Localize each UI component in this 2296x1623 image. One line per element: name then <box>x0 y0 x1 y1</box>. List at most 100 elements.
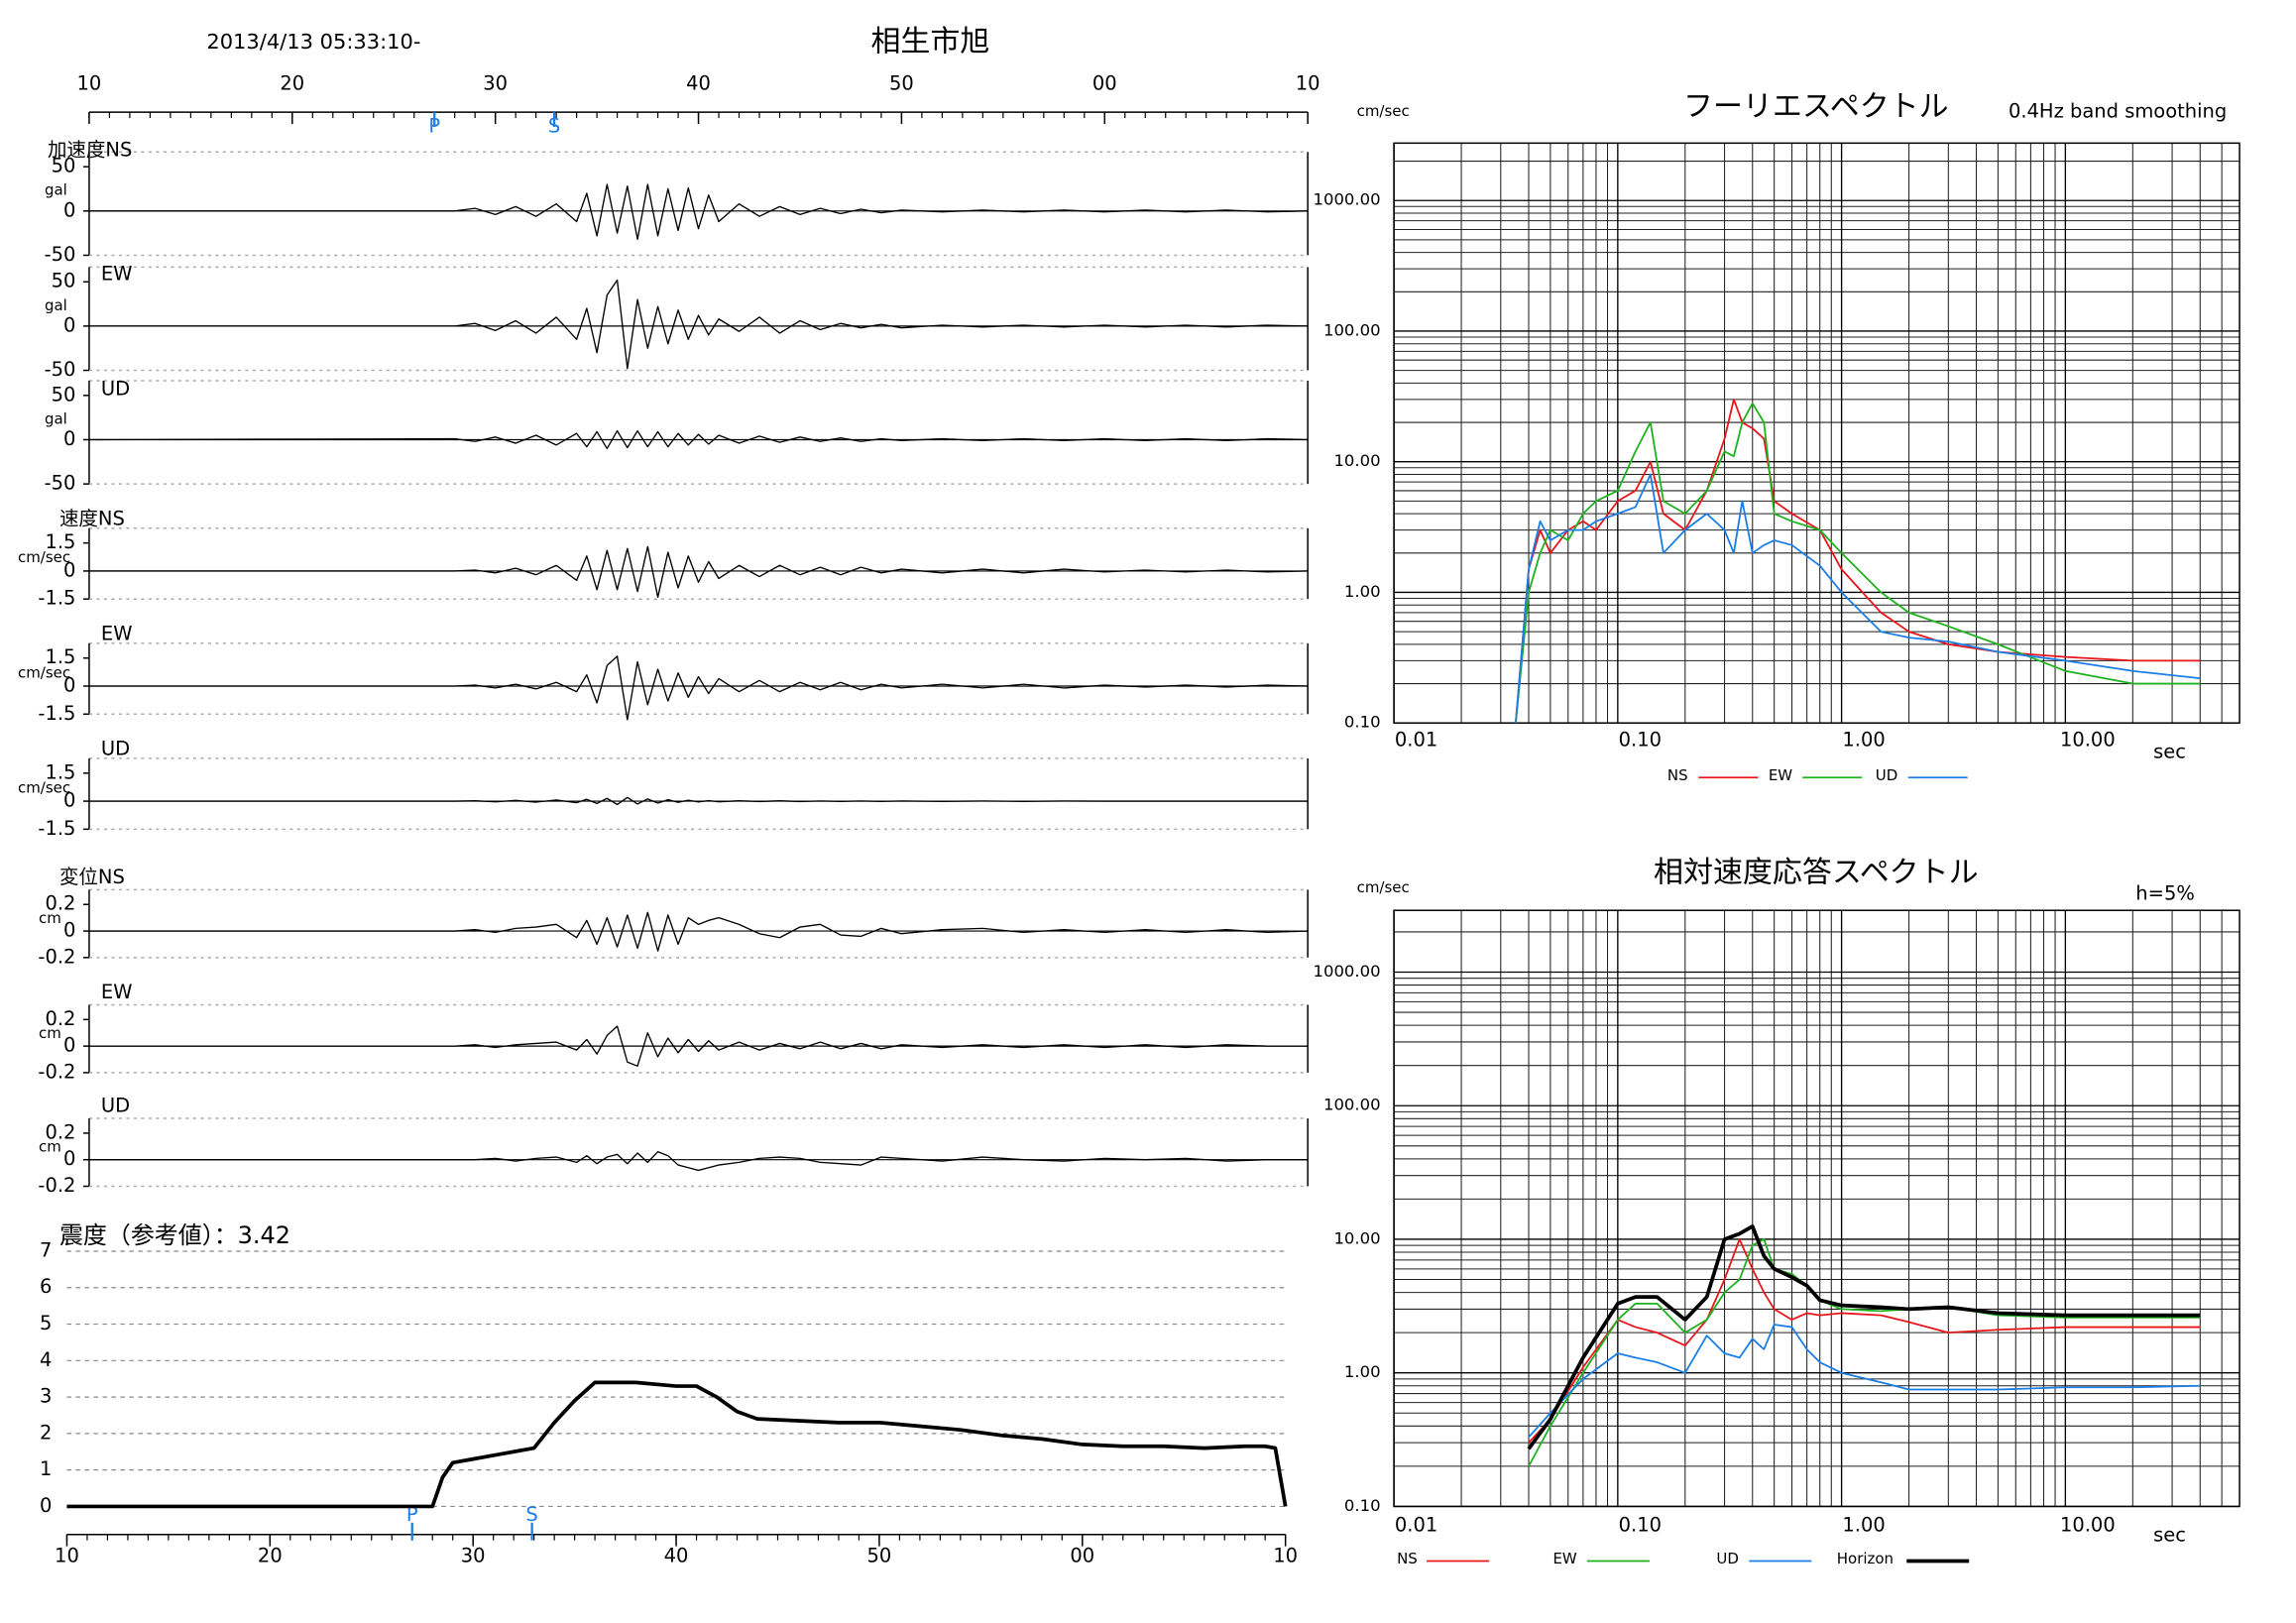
intensity-line <box>66 1380 1288 1509</box>
y-tick-label: 1.5 <box>45 530 75 553</box>
y-tick-label: 1000.00 <box>1313 190 1380 209</box>
y-tick-label: 0.2 <box>45 892 75 915</box>
y-tick-label: 0.2 <box>45 1007 75 1030</box>
y-tick-label: 0 <box>63 789 75 812</box>
y-tick-label: 2 <box>40 1421 52 1444</box>
y-tick-label: 50 <box>52 155 76 177</box>
y-tick-label: -50 <box>45 472 76 495</box>
y-tick-label: 0 <box>63 674 75 697</box>
unit-label: cm/sec <box>18 548 70 566</box>
plot-frame <box>1393 909 2240 1508</box>
y-tick-label: 5 <box>40 1312 52 1334</box>
y-tick-label: 50 <box>52 270 76 292</box>
spectrum-line <box>1515 473 2201 724</box>
waveform <box>88 183 1309 241</box>
spectrum-line <box>1515 402 2201 724</box>
y-tick-label: 3 <box>40 1385 52 1408</box>
spectrum-line <box>1528 1324 2201 1439</box>
unit-label: cm <box>39 1024 61 1042</box>
x-tick-label: 0.01 <box>1395 1513 1437 1536</box>
unit-label: cm/sec <box>18 778 70 796</box>
y-tick-label: 1.00 <box>1344 1362 1381 1381</box>
y-tick-label: 0 <box>63 313 75 336</box>
x-tick-label: 20 <box>258 1545 283 1567</box>
waveform <box>88 1151 1309 1172</box>
waveform <box>88 911 1309 952</box>
y-tick-label: 1.00 <box>1344 582 1381 601</box>
chart-title: 相対速度応答スペクトル <box>1654 856 1979 890</box>
y-tick-label: 1.5 <box>45 645 75 668</box>
trace-label: 加速度NS <box>48 138 132 161</box>
y-tick-label: 100.00 <box>1323 1096 1381 1114</box>
x-tick-label: 40 <box>664 1545 689 1567</box>
y-tick-label: 100.00 <box>1323 321 1381 340</box>
y-tick-label: -1.5 <box>38 817 75 840</box>
trace-label: 速度NS <box>59 507 125 529</box>
y-tick-label: -1.5 <box>38 702 75 725</box>
unit-label: gal <box>45 409 67 427</box>
x-tick-label: 10 <box>77 71 102 94</box>
phase-label: P <box>406 1503 418 1526</box>
x-tick-label: 20 <box>280 71 304 94</box>
legend-label: NS <box>1397 1550 1418 1567</box>
y-tick-label: -0.2 <box>38 1174 75 1197</box>
trace-label: EW <box>101 622 133 644</box>
y-tick-label: 6 <box>40 1275 52 1298</box>
x-tick-label: 0.10 <box>1619 1513 1662 1536</box>
y-tick-label: 0 <box>40 1494 52 1517</box>
x-tick-label: 40 <box>686 71 711 94</box>
y-tick-label: -1.5 <box>38 587 75 610</box>
y-tick-label: -0.2 <box>38 945 75 968</box>
waveform <box>88 429 1309 450</box>
legend-label: EW <box>1769 766 1793 784</box>
x-unit: sec <box>2153 1524 2186 1547</box>
trace-label: EW <box>101 262 133 285</box>
y-tick-label: 0 <box>63 919 75 942</box>
unit-label: cm/sec <box>18 663 70 681</box>
y-tick-label: 0.10 <box>1344 1496 1381 1515</box>
legend-label: NS <box>1667 766 1688 784</box>
x-tick-label: 00 <box>1070 1545 1094 1567</box>
x-tick-label: 30 <box>483 71 508 94</box>
phase-label: S <box>525 1503 537 1526</box>
spectrum-line <box>1528 1238 2201 1444</box>
waveform <box>88 655 1309 721</box>
unit-label: cm <box>39 1138 61 1156</box>
unit-label: gal <box>45 181 67 199</box>
station-name: 相生市旭 <box>870 25 989 59</box>
x-tick-label: 10 <box>1273 1545 1298 1567</box>
waveform <box>88 796 1309 806</box>
waveform <box>88 279 1309 370</box>
x-tick-label: 1.00 <box>1842 1513 1885 1536</box>
y-tick-label: -50 <box>45 358 76 381</box>
unit-label: cm <box>39 909 61 927</box>
y-tick-label: 10.00 <box>1333 451 1380 470</box>
waveform <box>88 1025 1309 1067</box>
legend-label: Horizon <box>1837 1550 1894 1567</box>
chart-title: 震度（参考値）：3.42 <box>59 1221 290 1249</box>
unit-label: gal <box>45 296 67 314</box>
chart-title: フーリエスペクトル <box>1683 89 1949 124</box>
y-tick-label: 4 <box>40 1348 52 1371</box>
plot-frame <box>1393 142 2240 724</box>
y-tick-label: -0.2 <box>38 1060 75 1083</box>
y-unit: cm/sec <box>1357 102 1410 120</box>
y-tick-label: 0 <box>63 558 75 581</box>
x-unit: sec <box>2153 741 2186 763</box>
phase-label: P <box>428 115 440 138</box>
legend-label: UD <box>1876 766 1898 784</box>
y-tick-label: 50 <box>52 383 76 406</box>
y-tick-label: 0.2 <box>45 1120 75 1143</box>
legend-label: UD <box>1716 1550 1739 1567</box>
chart-subtitle: 0.4Hz band smoothing <box>2009 100 2227 123</box>
x-tick-label: 10 <box>55 1545 79 1567</box>
y-tick-label: 1.5 <box>45 760 75 783</box>
y-unit: cm/sec <box>1357 878 1410 896</box>
x-tick-label: 50 <box>889 71 914 94</box>
y-tick-label: 0 <box>63 427 75 450</box>
waveform <box>88 545 1309 598</box>
x-tick-label: 50 <box>867 1545 892 1567</box>
y-tick-label: 0.10 <box>1344 713 1381 732</box>
x-tick-label: 0.01 <box>1395 729 1437 752</box>
x-tick-label: 10.00 <box>2060 1513 2116 1536</box>
